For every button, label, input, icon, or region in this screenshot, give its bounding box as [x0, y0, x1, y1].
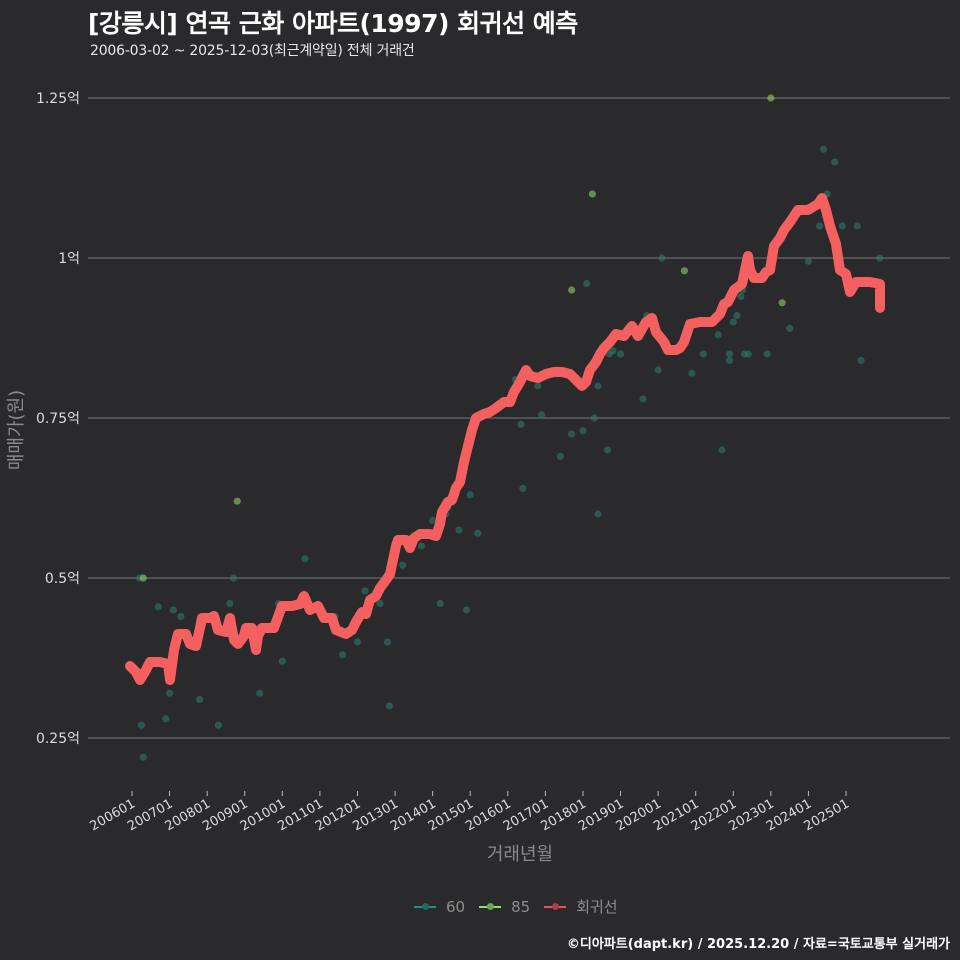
data-point-60 — [137, 721, 145, 729]
data-point-60 — [383, 638, 392, 646]
data-point-60 — [603, 446, 611, 454]
y-tick-label: 1억 — [58, 251, 80, 267]
scatter-points — [135, 94, 884, 761]
data-point-60 — [436, 600, 444, 608]
y-axis: 0.25억 0.5억 0.75억 1억 1.25억 — [36, 91, 80, 747]
data-point-60 — [229, 574, 238, 582]
data-point-60 — [718, 446, 726, 454]
data-point-60 — [583, 280, 591, 288]
data-point-60 — [816, 222, 824, 230]
data-point-60 — [429, 516, 437, 525]
data-point-60 — [519, 484, 527, 492]
legend-key-85-icon — [479, 905, 502, 908]
data-point-60 — [278, 657, 286, 665]
data-point-60 — [462, 606, 471, 614]
data-point-60 — [466, 491, 474, 499]
data-point-60 — [804, 257, 813, 265]
data-point-60 — [165, 689, 174, 697]
data-point-60 — [301, 555, 309, 563]
data-point-60 — [831, 158, 839, 166]
data-point-60 — [733, 312, 741, 320]
data-point-60 — [338, 651, 347, 659]
x-axis-title: 거래년월 — [487, 844, 553, 865]
data-point-60 — [353, 638, 362, 646]
data-point-85 — [767, 94, 775, 102]
data-point-60 — [417, 542, 425, 550]
y-tick-label: 0.5억 — [45, 571, 80, 587]
data-point-60 — [594, 382, 602, 390]
data-point-85 — [680, 267, 689, 275]
data-point-60 — [139, 753, 147, 761]
data-point-60 — [658, 254, 666, 262]
legend-item-regression[interactable]: 회귀선 — [544, 896, 618, 917]
data-point-60 — [616, 350, 625, 358]
legend-item-60[interactable]: 60 — [414, 898, 465, 916]
data-point-60 — [819, 145, 828, 153]
data-point-60 — [594, 510, 602, 518]
data-point-60 — [725, 350, 734, 358]
x-axis: 2006012007012008012009012010012011012012… — [88, 791, 852, 834]
y-tick-label: 0.75억 — [36, 411, 80, 427]
data-point-60 — [214, 721, 223, 729]
data-point-60 — [361, 587, 369, 595]
data-point-85 — [588, 190, 596, 198]
data-point-60 — [763, 350, 771, 358]
data-point-60 — [517, 420, 525, 428]
data-point-60 — [568, 430, 576, 438]
regression-line — [125, 193, 885, 685]
source-credit: ©디아파트(dapt.kr) / 2025.12.20 / 자료=국토교통부 실… — [566, 937, 950, 952]
data-point-85 — [139, 574, 147, 582]
data-point-60 — [534, 382, 542, 390]
y-tick-label: 0.25억 — [36, 731, 80, 747]
data-point-85 — [778, 299, 786, 307]
y-axis-title: 매매가(원) — [6, 390, 27, 470]
data-point-60 — [609, 347, 617, 355]
data-point-60 — [579, 427, 587, 435]
data-point-60 — [654, 366, 662, 374]
data-point-60 — [688, 369, 696, 377]
chart-subtitle: 2006-03-02 ~ 2025-12-03(최근계약일) 전체 거래건 — [90, 43, 415, 59]
data-point-60 — [385, 702, 394, 710]
data-point-60 — [737, 292, 745, 300]
y-tick-label: 1.25억 — [36, 91, 80, 107]
legend: 60 85 회귀선 — [414, 896, 624, 917]
legend-label-85: 85 — [511, 897, 531, 916]
legend-key-60-icon — [414, 905, 436, 908]
data-point-60 — [729, 318, 737, 326]
data-point-60 — [196, 696, 204, 704]
data-point-60 — [162, 715, 170, 723]
data-point-60 — [853, 222, 861, 230]
data-point-60 — [376, 600, 384, 608]
data-point-85 — [233, 497, 241, 505]
data-point-60 — [838, 222, 846, 230]
data-point-60 — [455, 526, 463, 534]
data-point-85 — [568, 286, 576, 294]
data-point-60 — [556, 452, 565, 460]
legend-label-60: 60 — [446, 897, 466, 916]
data-point-60 — [398, 561, 407, 569]
legend-item-85[interactable]: 85 — [479, 898, 530, 916]
data-point-60 — [744, 350, 752, 358]
data-point-60 — [226, 600, 234, 608]
data-point-60 — [474, 529, 482, 537]
data-point-60 — [154, 603, 162, 611]
data-point-60 — [256, 689, 264, 697]
data-point-60 — [639, 395, 647, 403]
legend-key-regression-icon — [544, 905, 567, 908]
data-point-60 — [876, 254, 884, 262]
regression-path — [125, 193, 885, 685]
chart-title: [강릉시] 연곡 근화 아파트(1997) 회귀선 예측 — [88, 9, 578, 38]
data-point-60 — [699, 350, 707, 358]
data-point-60 — [169, 606, 177, 614]
data-point-60 — [590, 414, 598, 422]
data-point-60 — [786, 324, 794, 332]
legend-label-regression: 회귀선 — [576, 898, 618, 916]
data-point-60 — [177, 612, 185, 621]
data-point-60 — [725, 356, 734, 364]
data-point-60 — [538, 411, 546, 419]
data-point-60 — [857, 356, 865, 364]
data-point-60 — [714, 331, 722, 339]
